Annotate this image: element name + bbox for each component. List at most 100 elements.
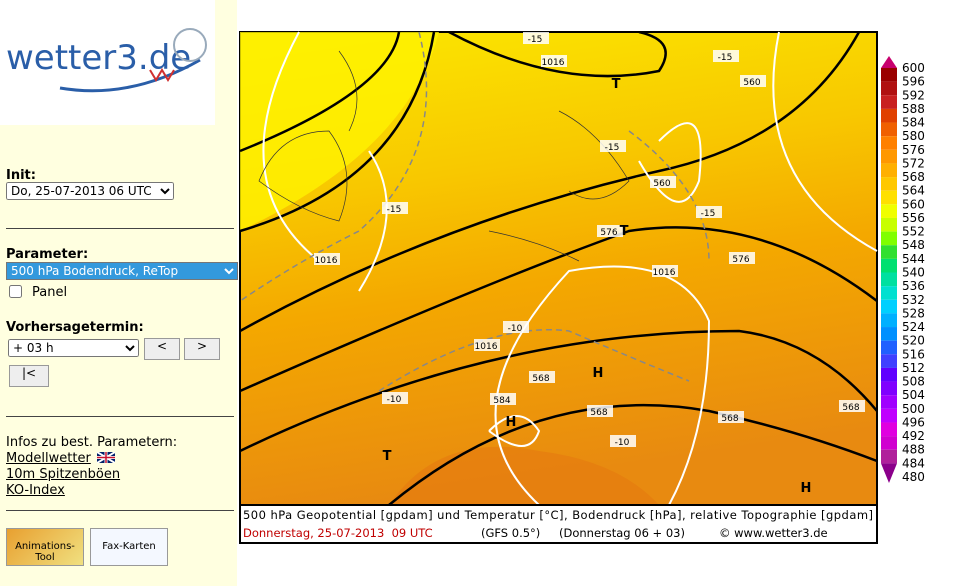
legend-label: 536	[902, 279, 925, 293]
label-bg	[587, 405, 613, 417]
contour-label: H	[506, 415, 517, 430]
contour-label: 576	[600, 228, 617, 238]
contour-label: -10	[508, 324, 523, 334]
label-bg	[490, 393, 516, 405]
map-field	[240, 32, 439, 231]
contour-label: 560	[653, 179, 670, 189]
legend-label: 548	[902, 238, 925, 252]
legend-swatch	[881, 354, 897, 368]
legend-swatch	[881, 381, 897, 396]
caption: 500 hPa Geopotential [gpdam] und Tempera…	[243, 508, 873, 522]
prev-button[interactable]: <	[144, 338, 180, 360]
contour-label: 1016	[315, 256, 338, 266]
legend-swatch	[881, 231, 897, 246]
link[interactable]: Modellwetter	[6, 451, 91, 466]
uk-flag	[97, 452, 115, 463]
animation-button[interactable]: Animations-Tool	[6, 528, 84, 566]
label-bg	[382, 392, 408, 404]
divider	[6, 228, 234, 229]
contour-label: -15	[605, 143, 620, 153]
link[interactable]: KO-Index	[6, 483, 65, 498]
next-button[interactable]: >	[184, 338, 220, 360]
legend-label: 524	[902, 320, 925, 334]
legend-swatch	[881, 408, 897, 423]
contour-label: 568	[590, 408, 607, 418]
model: (GFS 0.5°)	[481, 526, 540, 540]
legend-label: 488	[902, 443, 925, 457]
panel-checkbox[interactable]	[9, 285, 22, 298]
forecast-select[interactable]: + 03 h	[8, 339, 139, 357]
first-button[interactable]: |<	[9, 365, 49, 387]
contour-label: 1016	[653, 268, 676, 278]
legend-label: 484	[902, 456, 925, 470]
parameter-select[interactable]: 500 hPa Bodendruck, ReTop	[6, 262, 238, 280]
legend-label: 480	[902, 470, 925, 484]
copyright: © www.wetter3.de	[719, 526, 828, 540]
label-bg	[600, 140, 626, 152]
legend-swatch	[881, 340, 897, 355]
legend-swatch	[881, 367, 897, 382]
label-bg	[503, 321, 529, 333]
temperature-lines	[239, 31, 710, 392]
label-bg	[740, 75, 766, 87]
legend-swatch	[881, 81, 897, 96]
contour-label: 1016	[475, 342, 498, 352]
legend-label: 544	[902, 252, 925, 266]
contour-label: 568	[721, 414, 738, 424]
legend-swatch	[881, 136, 897, 150]
legend-swatch	[881, 149, 897, 164]
label-bg	[696, 206, 722, 218]
legend-swatch	[881, 190, 897, 205]
legend-label: 492	[902, 429, 925, 443]
label-bg	[718, 411, 744, 423]
legend-label: 584	[902, 116, 925, 130]
legend-arrow	[881, 463, 897, 483]
legend-swatch	[881, 163, 897, 178]
legend-label: 600	[902, 61, 925, 75]
caption-box	[239, 504, 878, 544]
divider	[6, 416, 234, 417]
legend-swatch	[881, 95, 897, 109]
legend-label: 580	[902, 129, 925, 143]
legend-label: 520	[902, 334, 925, 348]
legend-label: 564	[902, 184, 925, 198]
legend-label: 576	[902, 143, 925, 157]
label-bg	[610, 435, 636, 447]
legend-label: 588	[902, 102, 925, 116]
contour-label: 584	[493, 396, 510, 406]
label-bg	[729, 252, 755, 264]
contour-label: T	[620, 224, 629, 239]
label-bg	[523, 32, 549, 44]
infos-label: Infos zu best. Parametern:	[6, 435, 178, 450]
contour-label: H	[801, 481, 812, 496]
label-bg	[713, 50, 739, 62]
logo-graphic	[59, 28, 207, 93]
weather-map: 500 hPa Geopotential [gpdam] und Tempera…	[239, 31, 925, 544]
legend-swatch	[881, 286, 897, 300]
legend-label: 552	[902, 225, 925, 239]
contour-label: T	[383, 449, 392, 464]
label-bg	[650, 176, 676, 188]
legend-label: 560	[902, 197, 925, 211]
contour-label: T	[612, 77, 621, 92]
init-label: Init:	[6, 168, 36, 183]
contour-label: -10	[387, 395, 402, 405]
contour-label: H	[593, 366, 604, 381]
legend-swatch	[881, 436, 897, 450]
contour-label: -15	[701, 209, 716, 219]
logo: wetter3.de	[0, 0, 215, 125]
run: (Donnerstag 06 + 03)	[559, 526, 685, 540]
legend-label: 504	[902, 388, 925, 402]
contour-label: -15	[528, 35, 543, 45]
contour-label: -10	[615, 438, 630, 448]
legend-swatch	[881, 327, 897, 341]
link[interactable]: 10m Spitzenböen	[6, 467, 121, 482]
legend-swatch	[881, 217, 897, 232]
legend-swatch	[881, 313, 897, 328]
legend-label: 532	[902, 293, 925, 307]
legend-label: 496	[902, 415, 925, 429]
fax-button[interactable]: Fax-Karten	[90, 528, 168, 566]
init-select[interactable]: Do, 25-07-2013 06 UTC	[6, 182, 174, 200]
legend-swatch	[881, 245, 897, 259]
contour-label: -15	[387, 205, 402, 215]
